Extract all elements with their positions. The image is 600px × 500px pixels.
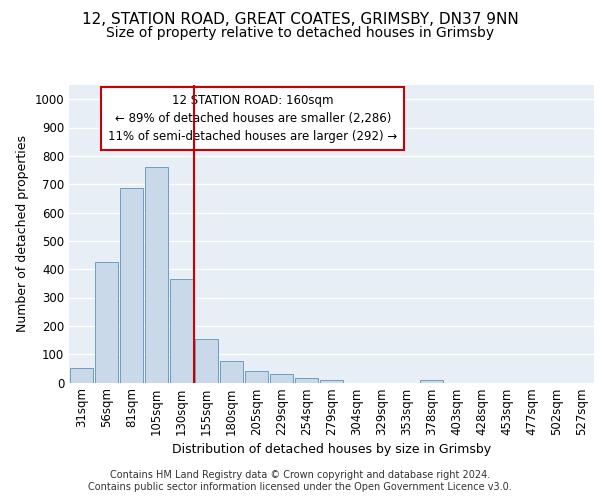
- Bar: [245, 371, 268, 382]
- Bar: [95, 262, 118, 382]
- Bar: [420, 380, 443, 382]
- Text: Contains HM Land Registry data © Crown copyright and database right 2024.
Contai: Contains HM Land Registry data © Crown c…: [88, 470, 512, 492]
- Bar: [170, 279, 193, 382]
- Bar: [220, 361, 243, 382]
- Bar: [120, 188, 143, 382]
- Bar: [195, 338, 218, 382]
- Text: 12, STATION ROAD, GREAT COATES, GRIMSBY, DN37 9NN: 12, STATION ROAD, GREAT COATES, GRIMSBY,…: [82, 12, 518, 28]
- Bar: [270, 374, 293, 382]
- Text: Size of property relative to detached houses in Grimsby: Size of property relative to detached ho…: [106, 26, 494, 40]
- Bar: [320, 380, 343, 382]
- Bar: [70, 368, 93, 382]
- X-axis label: Distribution of detached houses by size in Grimsby: Distribution of detached houses by size …: [172, 444, 491, 456]
- Bar: [295, 378, 318, 382]
- Y-axis label: Number of detached properties: Number of detached properties: [16, 135, 29, 332]
- Bar: [145, 167, 168, 382]
- Text: 12 STATION ROAD: 160sqm
← 89% of detached houses are smaller (2,286)
11% of semi: 12 STATION ROAD: 160sqm ← 89% of detache…: [108, 94, 397, 143]
